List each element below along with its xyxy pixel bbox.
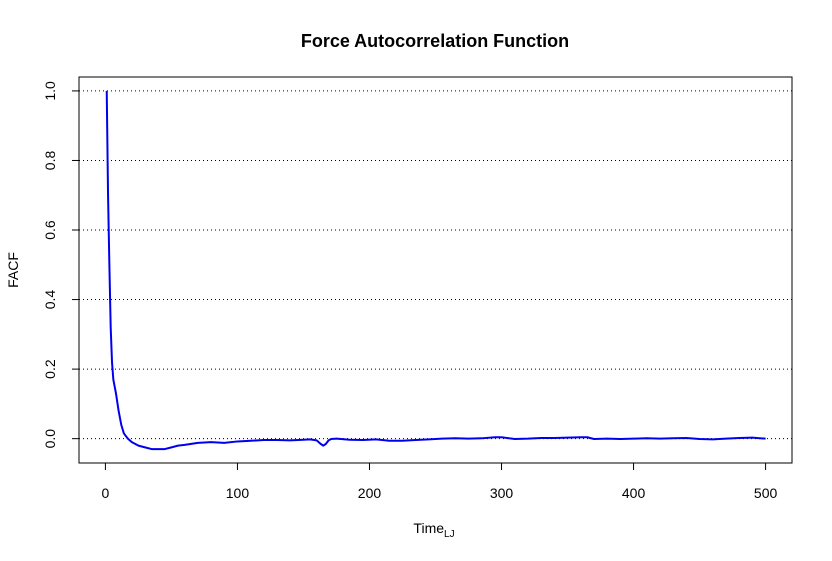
x-tick-label: 300 xyxy=(490,485,514,501)
gridlines xyxy=(79,90,792,440)
series-line xyxy=(105,90,766,451)
plot-frame xyxy=(78,76,793,464)
x-tick-label: 0 xyxy=(102,485,110,501)
y-tick-label: 0.2 xyxy=(42,359,58,379)
x-tick-label: 500 xyxy=(754,485,778,501)
chart-title: Force Autocorrelation Function xyxy=(301,31,569,51)
y-tick-label: 0.6 xyxy=(42,220,58,240)
x-axis-label-main: Time xyxy=(413,520,444,536)
y-axis: 0.0 0.2 0.4 0.6 0.8 1.0 xyxy=(42,81,79,448)
x-tick-label: 100 xyxy=(226,485,250,501)
x-tick-label: 200 xyxy=(358,485,382,501)
y-tick-label: 1.0 xyxy=(42,81,58,101)
x-axis-label: TimeLJ xyxy=(413,520,454,540)
x-axis: 0 100 200 300 400 500 xyxy=(102,462,778,501)
x-axis-label-subscript: LJ xyxy=(444,529,455,540)
y-tick-label: 0.0 xyxy=(42,429,58,449)
x-tick-label: 400 xyxy=(622,485,646,501)
y-tick-label: 0.4 xyxy=(42,290,58,310)
y-axis-label: FACF xyxy=(5,252,21,288)
y-tick-label: 0.8 xyxy=(42,151,58,171)
series-layer xyxy=(105,90,766,451)
